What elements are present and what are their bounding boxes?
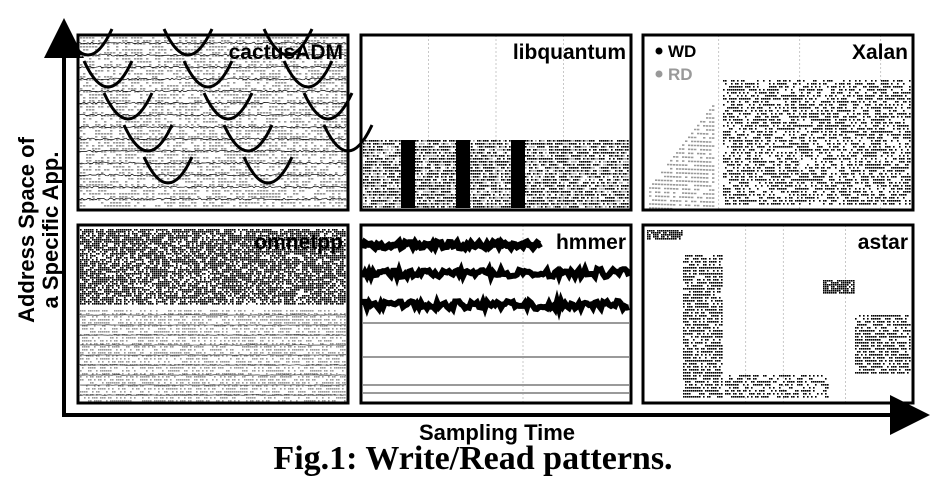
cactusadm-write-arc [282,60,334,89]
panel-astar-frame [641,223,915,405]
astar-write-block [725,375,829,398]
xalan-read-ramp [652,183,655,209]
cactusadm-write-row [79,185,347,189]
xalan-read-ramp [670,159,673,210]
cactusadm-write-row [79,125,347,129]
panel-hmmer: hmmer [359,223,633,405]
xalan-read-ramp [664,171,667,210]
hmmer-write-band-top [359,235,543,256]
panel-astar: astar [641,223,915,405]
cactusadm-write-row [79,197,346,201]
xalan-read-ramp [661,171,664,210]
cactusadm-write-row [79,161,347,165]
panel-hmmer-frame [359,223,633,405]
panel-xalan-frame [641,33,915,212]
xalan-read-ramp [667,163,670,210]
legend: WD RD [648,39,712,87]
xalan-read-ramp [655,179,658,209]
xalan-read-ramp [649,187,652,209]
cactusadm-write-row [79,89,347,93]
panel-cactusadm-title: cactusADM [229,41,343,64]
panel-cactusadm-marks [62,28,374,207]
panel-hmmer-title: hmmer [556,231,626,254]
cactusadm-write-arc [162,28,214,57]
panel-libquantum-marks [363,35,629,210]
panel-xalan-marks [649,35,911,210]
panel-omnetpp-title: omnetpp [254,231,343,254]
xalan-read-ramp [691,132,694,203]
cactusadm-write-row [79,173,347,177]
astar-write-block [683,255,723,398]
legend-box [648,39,712,87]
hmmer-write-band-low [360,289,630,321]
xalan-read-ramp [703,121,706,207]
panel-astar-marks [647,225,911,403]
cactusadm-write-arc [242,156,294,185]
figure-caption: Fig.1: Write/Read patterns. [273,440,673,477]
astar-write-block [647,230,683,240]
xalan-read-ramp [712,105,715,207]
xalan-read-ramp [706,113,709,207]
xalan-read-ramp [709,109,712,207]
cactusadm-write-row [79,113,347,117]
xalan-read-ramp [673,156,676,206]
panel-xalan-title: Xalan [852,41,908,64]
cactusadm-write-arc [222,124,274,153]
xalan-read-ramp [685,140,688,206]
y-axis-label-line1: Address Space of [14,136,39,323]
astar-write-block [823,280,855,294]
cactusadm-write-row [79,137,347,141]
libquantum-write-block [456,140,470,208]
cactusadm-write-arc [122,124,174,153]
xalan-read-ramp [676,152,679,202]
cactusadm-write-row [79,149,347,153]
panel-cactusadm-frame [76,33,350,212]
cactusadm-write-arc [82,60,134,89]
legend-rd-label: RD [668,65,693,84]
xalan-read-ramp [682,144,685,198]
xalan-write-band [723,80,911,205]
libquantum-write-block [511,140,525,208]
panel-hmmer-marks [359,225,632,403]
legend-wd-marker [655,47,663,55]
panel-libquantum: libquantum [359,33,633,212]
panel-omnetpp-frame [76,223,350,405]
cactusadm-write-row [79,53,347,57]
cactusadm-write-arc [182,60,234,89]
panel-libquantum-frame [359,33,633,212]
omnetpp-read-band [80,310,346,402]
panel-omnetpp: omnetpp [76,223,350,405]
astar-write-block [855,315,911,374]
xalan-read-ramp [694,128,697,207]
y-axis-label-line2: a Specific App. [38,152,63,309]
panel-xalan: Xalan WD RD [641,33,915,212]
cactusadm-write-row [79,101,347,105]
panel-astar-title: astar [858,231,908,254]
hmmer-write-band-mid [360,260,632,287]
xalan-read-ramp [679,148,682,206]
legend-rd-marker [655,70,663,78]
libquantum-read-band [363,140,629,208]
legend-wd-label: WD [668,42,696,61]
cactusadm-write-row [79,65,347,69]
cactusadm-write-row [79,77,347,81]
libquantum-write-block [401,140,415,208]
panel-omnetpp-marks [79,229,347,402]
xalan-read-ramp [700,120,703,203]
xalan-read-ramp [697,124,700,207]
libquantum-write-band [363,140,629,208]
cactusadm-write-arc [102,92,154,121]
cactusadm-write-arc [62,28,114,57]
cactusadm-write-arc [142,156,194,185]
panel-cactusadm: cactusADM [62,28,374,212]
omnetpp-write-band [80,229,346,305]
cactusadm-write-row [79,41,347,45]
x-axis-label: Sampling Time [419,420,575,445]
xalan-read-ramp [688,136,691,207]
panel-libquantum-title: libquantum [513,41,626,64]
xalan-read-ramp [658,179,661,210]
